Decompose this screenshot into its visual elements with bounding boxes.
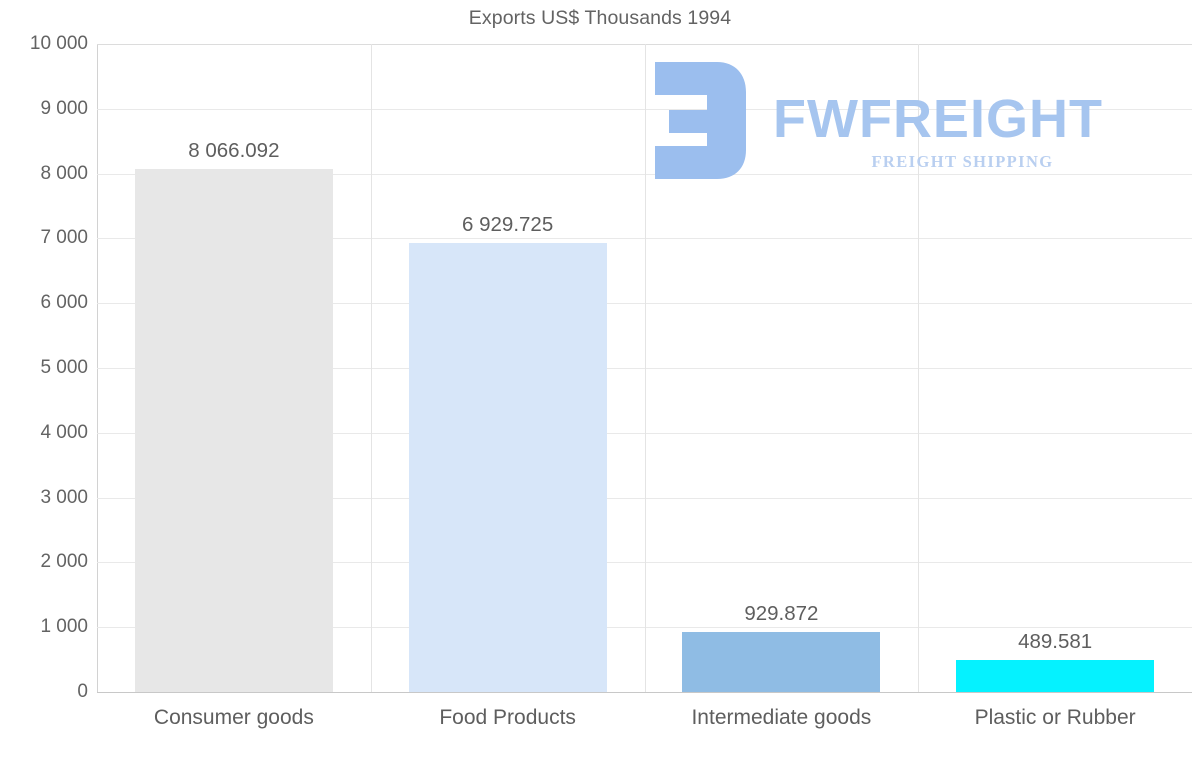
x-axis-category-labels: Consumer goods Food Products Intermediate … xyxy=(97,698,1192,748)
gridline-1000 xyxy=(97,627,1192,629)
gridline-8000 xyxy=(97,173,1192,175)
y-tick-label: 5 000 xyxy=(40,357,88,378)
x-category-label: Consumer goods xyxy=(153,706,314,729)
x-category-label: Food Products xyxy=(439,706,576,729)
category-divider xyxy=(371,44,372,692)
y-tick-label: 2 000 xyxy=(40,551,88,573)
y-tick-label: 9 000 xyxy=(40,97,88,119)
bar-value-label: 929.872 xyxy=(744,601,819,625)
plot-area: 8 066.092 6 929.725 929.872 489.581 xyxy=(97,44,1192,693)
y-tick-label: 8 000 xyxy=(40,162,88,184)
y-tick-label: 1 000 xyxy=(40,616,88,638)
chart-title: Exports US$ Thousands 1994 xyxy=(468,7,732,29)
bars-layer: 8 066.092 6 929.725 929.872 489.581 xyxy=(97,44,1192,692)
category-divider xyxy=(645,44,646,692)
bar-group[interactable]: 8 066.092 xyxy=(97,44,371,692)
bar[interactable] xyxy=(682,631,881,692)
bar-group[interactable]: 929.872 xyxy=(645,44,919,692)
gridline-9000 xyxy=(97,108,1192,110)
y-tick-label: 4 000 xyxy=(40,421,88,443)
y-axis-tick-labels: 10 000 9 000 8 000 7 000 6 000 5 000 4 000 3 00… xyxy=(0,33,88,702)
category-divider xyxy=(918,44,919,692)
y-tick-label: 6 000 xyxy=(40,292,88,314)
gridline-3000 xyxy=(97,497,1192,499)
bar[interactable] xyxy=(956,660,1155,692)
y-tick-label: 3 000 xyxy=(40,486,88,508)
bar[interactable] xyxy=(134,169,333,692)
x-category-label: Plastic or Rubber xyxy=(974,706,1136,729)
gridline-0 xyxy=(97,692,1192,693)
gridline-4000 xyxy=(97,432,1192,434)
y-tick-label: 10 000 xyxy=(29,33,88,54)
bar[interactable] xyxy=(408,242,607,692)
gridline-5000 xyxy=(97,368,1192,369)
gridline-2000 xyxy=(97,562,1192,564)
bar-group[interactable]: 6 929.725 xyxy=(371,44,645,692)
bar-value-label: 489.581 xyxy=(1018,630,1093,654)
gridline-7000 xyxy=(97,238,1192,240)
bar-value-label: 8 066.092 xyxy=(188,139,280,163)
gridline-6000 xyxy=(97,303,1192,305)
x-category-label: Intermediate goods xyxy=(691,706,872,729)
bar-group[interactable]: 489.581 xyxy=(918,44,1192,692)
gridline-10000 xyxy=(97,44,1192,45)
bar-value-label: 6 929.725 xyxy=(462,212,554,236)
y-tick-label: 0 xyxy=(77,681,88,702)
y-tick-label: 7 000 xyxy=(40,227,88,249)
